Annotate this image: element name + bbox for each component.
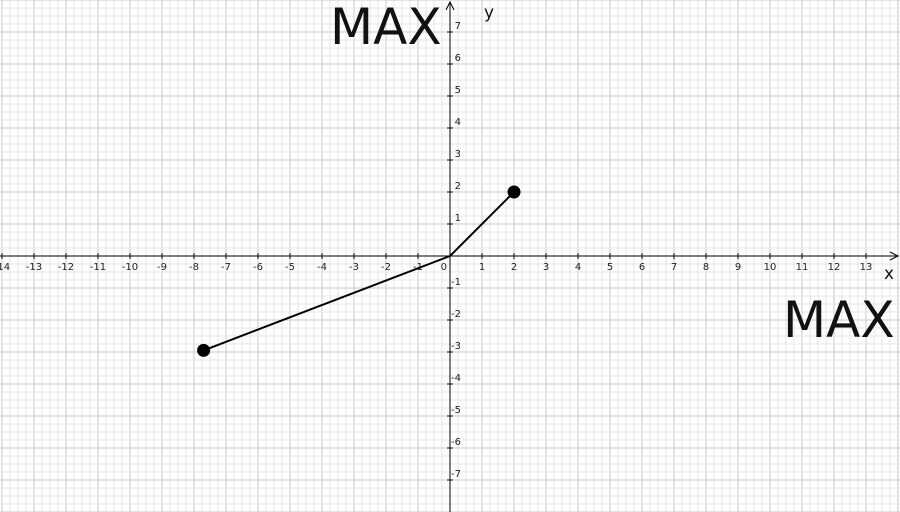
data-point [507, 185, 521, 199]
line-segment [203, 255, 451, 352]
y-tick-label: -4 [451, 373, 461, 384]
x-tick-label: -2 [381, 262, 391, 273]
x-tick-label: 2 [511, 262, 517, 273]
y-tick-label: -5 [451, 405, 461, 416]
x-tick-label: 5 [607, 262, 613, 273]
data-point [197, 343, 211, 357]
x-tick-label: -11 [90, 262, 106, 273]
x-tick-label: -14 [0, 262, 10, 273]
x-tick-label: -3 [349, 262, 359, 273]
y-tick-label: 7 [455, 21, 461, 32]
max-label-top: MAX [330, 0, 442, 56]
x-tick-label: 1 [479, 262, 485, 273]
tick-labels: -14-13-12-11-10-9-8-7-6-5-4-3-2-11234567… [0, 21, 872, 480]
max-label-right: MAX [783, 291, 895, 349]
x-tick-label: 3 [543, 262, 549, 273]
x-tick-label: 8 [703, 262, 709, 273]
y-tick-label: 2 [455, 181, 461, 192]
y-tick-label: -6 [451, 437, 461, 448]
x-tick-label: -12 [58, 262, 74, 273]
x-tick-label: 9 [735, 262, 741, 273]
x-tick-label: 10 [764, 262, 777, 273]
y-tick-label: -1 [451, 277, 461, 288]
x-tick-label: -8 [189, 262, 199, 273]
x-axis-arrow [889, 251, 900, 261]
y-axis-label: y [484, 3, 494, 23]
x-tick-label: 12 [828, 262, 841, 273]
x-tick-label: 11 [796, 262, 809, 273]
x-axis-label: x [884, 264, 894, 284]
x-tick-label: 13 [860, 262, 873, 273]
origin-label: 0 [441, 262, 447, 273]
y-tick-label: -2 [451, 309, 461, 320]
y-tick-label: 6 [455, 53, 461, 64]
y-tick-label: 5 [455, 85, 461, 96]
y-tick-label: -3 [451, 341, 461, 352]
x-tick-label: 6 [639, 262, 645, 273]
x-tick-label: -5 [285, 262, 295, 273]
x-tick-label: -9 [157, 262, 167, 273]
x-tick-label: -13 [26, 262, 42, 273]
y-tick-label: 4 [455, 117, 461, 128]
x-tick-label: -6 [253, 262, 263, 273]
y-tick-label: -7 [451, 469, 461, 480]
y-axis-arrow [445, 0, 455, 11]
x-tick-label: -10 [122, 262, 138, 273]
y-tick-label: 1 [455, 213, 461, 224]
x-tick-label: -4 [317, 262, 327, 273]
line-segment [449, 191, 515, 257]
data-layer [197, 185, 521, 357]
x-tick-label: -7 [221, 262, 231, 273]
x-tick-label: 4 [575, 262, 581, 273]
x-tick-label: 7 [671, 262, 677, 273]
y-tick-label: 3 [455, 149, 461, 160]
